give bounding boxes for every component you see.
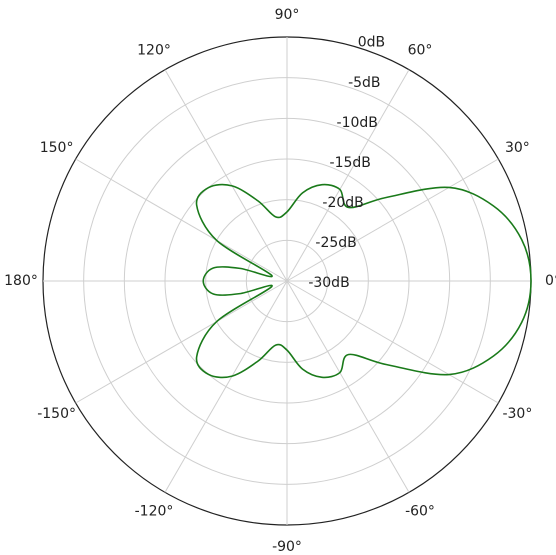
angular-grid-spoke [286, 280, 499, 404]
radiation-pattern-line [195, 183, 532, 379]
angular-grid-spoke [75, 280, 288, 404]
angular-grid-spoke [286, 158, 499, 282]
radial-tick-label: -25dB [315, 235, 356, 251]
radial-tick-label: -10dB [337, 115, 378, 131]
angular-grid-spoke [75, 158, 288, 282]
radial-tick-label: -20dB [322, 195, 363, 211]
angular-tick-label: 0° [545, 273, 556, 289]
radial-tick-label: -30dB [308, 275, 349, 291]
angular-grid-spoke [164, 280, 288, 493]
angular-tick-label: -150° [37, 406, 76, 422]
angular-tick-label: 60° [408, 43, 433, 59]
angular-tick-label: 150° [40, 140, 74, 156]
angular-grid-spoke [286, 280, 410, 493]
angular-tick-label: -90° [272, 539, 302, 555]
polar-grid [42, 36, 532, 526]
angular-tick-label: 30° [505, 140, 530, 156]
angular-tick-label: 90° [275, 7, 300, 23]
angular-tick-label: -60° [405, 503, 435, 519]
radial-tick-label: -15dB [330, 155, 371, 171]
radial-tick-label: -5dB [348, 75, 380, 91]
angular-grid-spoke [164, 69, 288, 282]
series-layer [195, 183, 532, 379]
angular-grid-spoke [286, 69, 410, 282]
axis-labels: 0dB -5dB -10dB -15dB -20dB -25dB -30dB 0° 30° 60°… [4, 7, 556, 555]
angular-tick-label: -30° [502, 406, 532, 422]
angular-tick-label: 120° [137, 43, 171, 59]
angular-tick-label: -120° [135, 503, 174, 519]
angular-tick-label: 180° [4, 273, 38, 289]
radial-tick-label: 0dB [358, 35, 385, 51]
